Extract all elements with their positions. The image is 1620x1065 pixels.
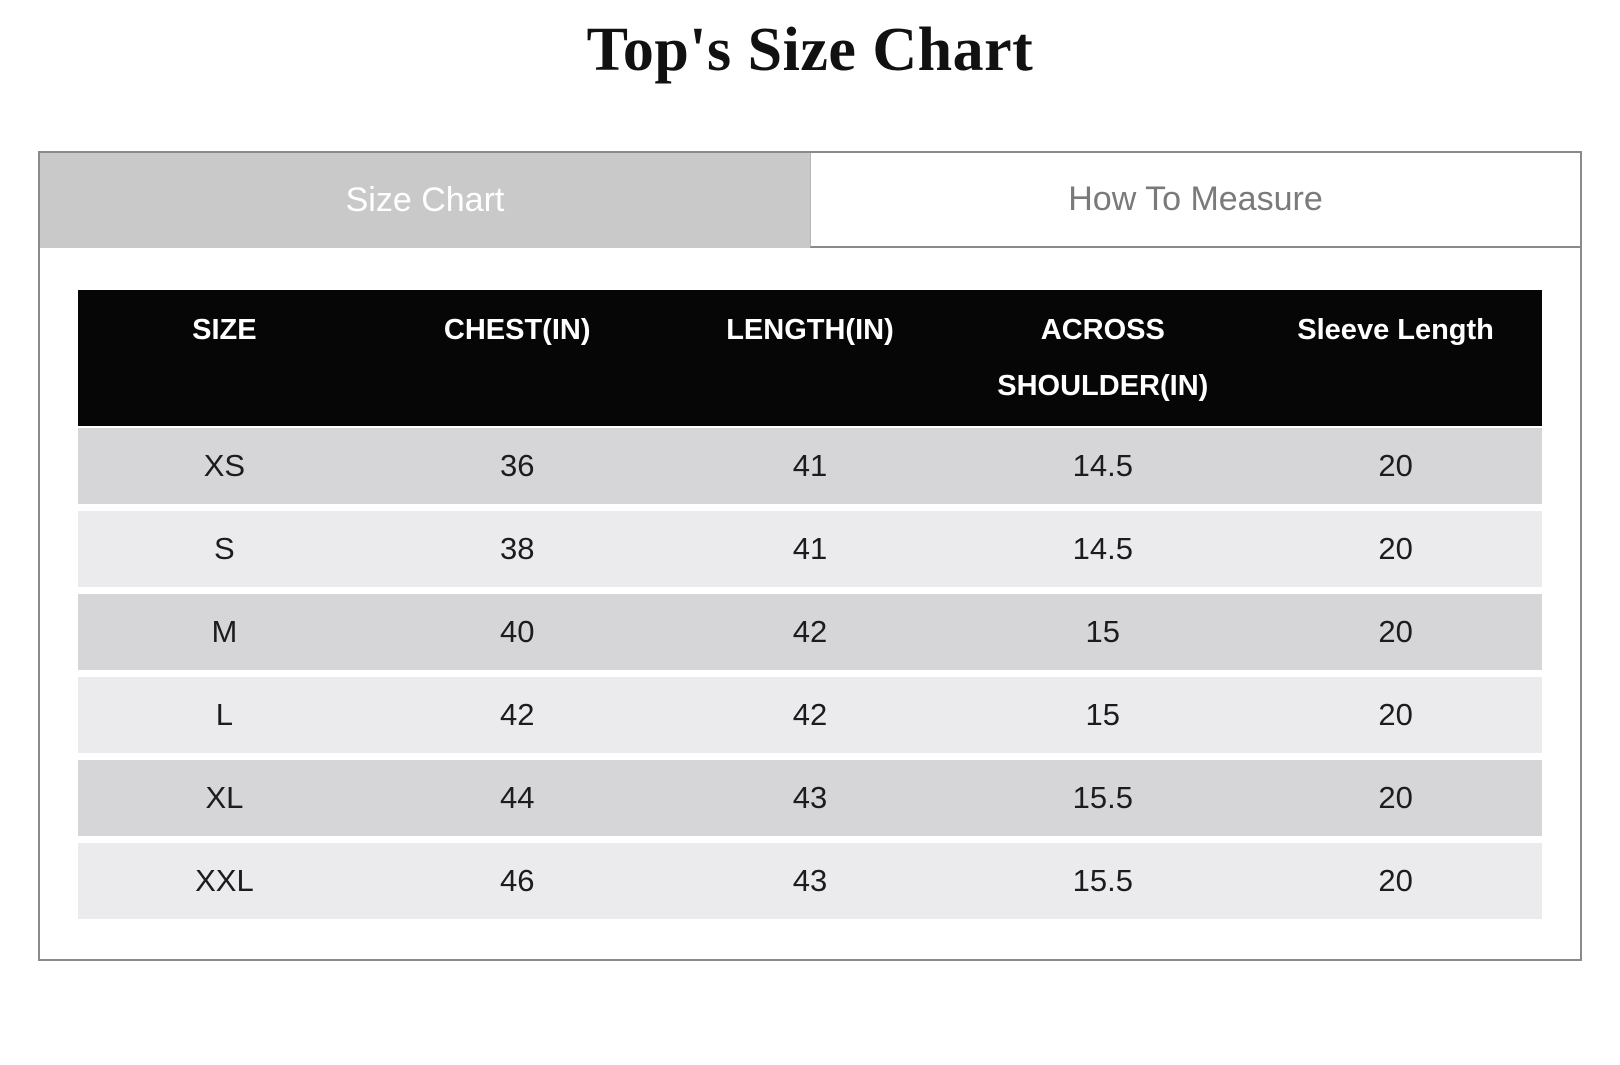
length-in-cell: 42 [663, 677, 957, 761]
across-shoulder-in-cell: 15.5 [956, 760, 1250, 844]
tab-bar: Size Chart How To Measure [40, 153, 1580, 249]
table-row: L 42 42 15 20 [78, 677, 1542, 761]
sleeve-length-cell: 20 [1249, 677, 1542, 761]
chest-in-cell: 38 [370, 511, 664, 595]
size-cell: XXL [78, 843, 371, 927]
size-chart-content: SIZE CHEST(IN) LENGTH(IN) ACROSS SHOULDER(I… [40, 248, 1580, 959]
table-body: XS 36 41 14.5 20 S 38 41 14.5 20 M 40 42 15 20 L 42 42 15 2… [78, 428, 1542, 927]
table-header-row: SIZE CHEST(IN) LENGTH(IN) ACROSS SHOULDER(I… [78, 290, 1542, 429]
page-title: Top's Size Chart [586, 16, 1034, 84]
length-in-cell: 41 [663, 511, 957, 595]
size-chart-table: SIZE CHEST(IN) LENGTH(IN) ACROSS SHOULDER(I… [78, 290, 1542, 927]
length-in-cell: 43 [663, 843, 957, 927]
size-cell: S [78, 511, 371, 595]
tab-how-to-measure[interactable]: How To Measure [810, 153, 1580, 249]
size-cell: M [78, 594, 371, 678]
chest-in-cell: 36 [370, 428, 664, 512]
column-header: Sleeve Length [1249, 290, 1542, 429]
column-header: LENGTH(IN) [663, 290, 957, 429]
size-cell: XL [78, 760, 371, 844]
chest-in-cell: 42 [370, 677, 664, 761]
column-header: SIZE [78, 290, 371, 429]
table-row: S 38 41 14.5 20 [78, 511, 1542, 595]
sleeve-length-cell: 20 [1249, 428, 1542, 512]
across-shoulder-in-cell: 15.5 [956, 843, 1250, 927]
table-row: XS 36 41 14.5 20 [78, 428, 1542, 512]
length-in-cell: 43 [663, 760, 957, 844]
size-cell: L [78, 677, 371, 761]
sleeve-length-cell: 20 [1249, 760, 1542, 844]
across-shoulder-in-cell: 14.5 [956, 428, 1250, 512]
length-in-cell: 41 [663, 428, 957, 512]
column-header: CHEST(IN) [370, 290, 664, 429]
column-header: ACROSS SHOULDER(IN) [956, 290, 1250, 429]
across-shoulder-in-cell: 15 [956, 677, 1250, 761]
sleeve-length-cell: 20 [1249, 511, 1542, 595]
across-shoulder-in-cell: 15 [956, 594, 1250, 678]
size-chart-panel: Size Chart How To Measure SIZE CHEST(IN) L… [38, 151, 1582, 962]
table-row: XXL 46 43 15.5 20 [78, 843, 1542, 927]
size-cell: XS [78, 428, 371, 512]
tab-size-chart[interactable]: Size Chart [40, 153, 810, 249]
chest-in-cell: 46 [370, 843, 664, 927]
chest-in-cell: 44 [370, 760, 664, 844]
sleeve-length-cell: 20 [1249, 594, 1542, 678]
table-row: XL 44 43 15.5 20 [78, 760, 1542, 844]
length-in-cell: 42 [663, 594, 957, 678]
chest-in-cell: 40 [370, 594, 664, 678]
table-row: M 40 42 15 20 [78, 594, 1542, 678]
sleeve-length-cell: 20 [1249, 843, 1542, 927]
across-shoulder-in-cell: 14.5 [956, 511, 1250, 595]
